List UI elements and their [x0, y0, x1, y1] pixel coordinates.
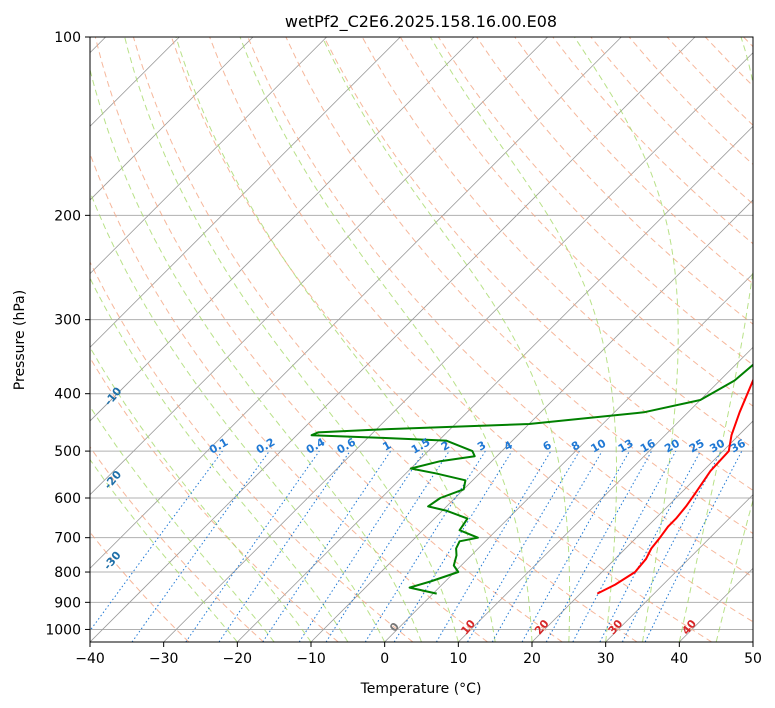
isotherm-line — [163, 52, 753, 642]
dry-adiabat-line — [171, 37, 712, 642]
moist-adiabat-line — [90, 405, 275, 642]
x-tick-label: 0 — [380, 651, 389, 667]
isotherm-line — [90, 37, 327, 275]
mixing-ratio-line — [90, 450, 223, 632]
mixing-ratio-line — [262, 450, 392, 642]
moist-adiabat-line — [321, 37, 571, 642]
chart-title: wetPf2_C2E6.2025.158.16.00.E08 — [285, 12, 557, 32]
x-tick-label: 20 — [523, 651, 541, 667]
mixing-ratio-line — [325, 450, 450, 642]
y-tick-label: 800 — [54, 565, 81, 581]
moist-adiabat-line — [90, 190, 386, 642]
mixing-ratio-line — [218, 450, 351, 642]
y-tick-label: 1000 — [45, 622, 81, 638]
dry-adiabat-line — [209, 37, 753, 623]
y-tick-label: 700 — [54, 531, 81, 547]
dry-adiabat-line — [132, 37, 638, 642]
isotherm-line — [237, 125, 753, 642]
dry-adiabat-line — [94, 37, 563, 642]
x-tick-label: 40 — [670, 651, 688, 667]
moist-adiabat-line — [678, 37, 753, 642]
moist-adiabat-line — [715, 498, 753, 642]
dry-adiabat-line — [90, 356, 339, 642]
mixing-ratio-line — [298, 450, 425, 642]
moist-adiabat-line — [175, 37, 496, 642]
dry-adiabat-line — [90, 260, 414, 642]
dry-adiabat-line — [323, 37, 753, 491]
isotherm-line — [90, 37, 401, 348]
x-axis-label: Temperature (°C) — [360, 681, 482, 697]
moist-adiabat-line — [90, 458, 238, 642]
mixing-ratio-line — [545, 450, 653, 642]
dry-adiabat-line — [285, 37, 753, 535]
y-tick-label: 300 — [54, 313, 81, 329]
moist-adiabat-line — [90, 67, 422, 642]
isotherm-line — [90, 37, 475, 422]
moist-adiabat-line — [573, 37, 679, 642]
y-tick-label: 100 — [54, 30, 81, 46]
mixing-ratio-line — [393, 450, 513, 642]
isotherm-line — [384, 273, 753, 642]
y-tick-label: 200 — [54, 208, 81, 224]
x-tick-label: −10 — [296, 651, 326, 667]
dewpoint-profile-line — [310, 363, 753, 595]
mixing-ratio-line — [185, 450, 320, 642]
x-tick-label: −30 — [149, 651, 179, 667]
isotherm-line — [90, 37, 548, 496]
dry-adiabat-line — [247, 37, 753, 578]
mixing-ratio-line — [572, 450, 677, 642]
y-tick-label: 600 — [54, 491, 81, 507]
x-tick-label: 10 — [449, 651, 467, 667]
y-tick-label: 900 — [54, 595, 81, 611]
series-layer — [310, 363, 753, 595]
y-tick-label: 500 — [54, 444, 81, 460]
mixing-ratio-line — [644, 450, 743, 642]
x-tick-label: 30 — [597, 651, 615, 667]
dry-adiabat-line — [90, 446, 264, 642]
background-lines — [90, 37, 753, 642]
mixing-ratio-line — [521, 450, 630, 642]
x-tick-label: −20 — [223, 651, 253, 667]
moist-adiabat-line — [429, 37, 617, 642]
y-axis-label: Pressure (hPa) — [12, 290, 28, 390]
x-tick-label: 50 — [744, 651, 762, 667]
moist-adiabat-line — [239, 37, 533, 642]
moist-adiabat-line — [90, 276, 349, 642]
dry-adiabat-line — [514, 37, 753, 285]
moist-adiabat-line — [90, 346, 312, 642]
temperature-profile-line — [596, 378, 753, 595]
plot-frame — [89, 36, 754, 643]
isotherm-line — [531, 420, 753, 642]
dry-adiabat-line — [476, 37, 753, 325]
isotherm-line — [90, 37, 622, 569]
isotherm-line — [605, 494, 753, 642]
moist-adiabat-line — [124, 37, 459, 642]
x-tick-label: −40 — [75, 651, 105, 667]
mixing-ratio-line — [131, 450, 270, 642]
y-tick-label: 400 — [54, 387, 81, 403]
isotherm-line — [458, 346, 753, 642]
isotherm-line — [90, 37, 254, 201]
tick-layer: −40 −30 −20 −10 0 10 20 30 40 50 100 200 300 400 500 60… — [45, 30, 762, 667]
